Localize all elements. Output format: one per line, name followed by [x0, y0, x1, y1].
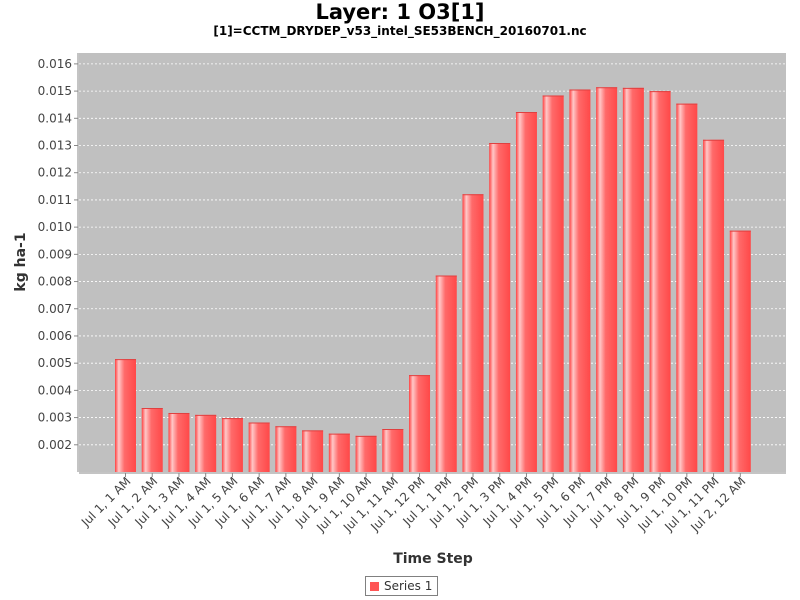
bar — [489, 143, 511, 472]
bar — [676, 103, 698, 472]
bar — [435, 275, 457, 472]
y-tick-label: 0.005 — [38, 356, 72, 370]
bar — [515, 112, 537, 473]
y-tick-label: 0.016 — [38, 57, 72, 71]
y-tick-label: 0.011 — [38, 193, 72, 207]
bar — [382, 429, 404, 472]
bar — [542, 95, 564, 472]
y-tick-label: 0.013 — [38, 139, 72, 153]
bar — [462, 194, 484, 472]
x-axis-label: Time Step — [393, 551, 473, 567]
y-tick-label: 0.009 — [38, 247, 72, 261]
y-tick-label: 0.002 — [38, 438, 72, 452]
y-tick-label: 0.003 — [38, 411, 72, 425]
bar — [248, 422, 270, 472]
bar — [569, 89, 591, 473]
legend-swatch — [370, 581, 379, 591]
bar — [221, 418, 243, 472]
bar — [596, 87, 618, 473]
y-tick-label: 0.014 — [38, 111, 72, 125]
y-tick-label: 0.015 — [38, 84, 72, 98]
bar — [729, 230, 751, 472]
bar — [355, 435, 377, 472]
y-tick-label: 0.007 — [38, 302, 72, 316]
bar — [141, 408, 163, 472]
bar — [302, 430, 324, 472]
y-tick-label: 0.006 — [38, 329, 72, 343]
y-tick-label: 0.010 — [38, 220, 72, 234]
bar — [115, 359, 136, 472]
legend: Series 1 — [365, 576, 439, 596]
legend-label: Series 1 — [384, 579, 433, 593]
bar — [328, 433, 350, 472]
y-tick-label: 0.012 — [38, 166, 72, 180]
bar — [622, 87, 644, 472]
chart-subtitle: [1]=CCTM_DRYDEP_v53_intel_SE53BENCH_2016… — [213, 24, 587, 38]
y-axis: 0.002 0.003 0.004 0.005 0.006 0.007 0.008 0.009… — [38, 53, 79, 472]
bar — [649, 91, 671, 472]
bar — [168, 412, 190, 472]
y-tick-label: 0.008 — [38, 275, 72, 289]
y-axis-label: kg ha-1 — [13, 232, 29, 291]
bar — [409, 375, 431, 472]
bar — [703, 139, 725, 473]
bars — [115, 87, 751, 473]
bar — [195, 414, 217, 472]
chart-title: Layer: 1 O3[1] — [315, 0, 485, 24]
bar — [275, 426, 297, 472]
y-tick-label: 0.004 — [38, 383, 72, 397]
